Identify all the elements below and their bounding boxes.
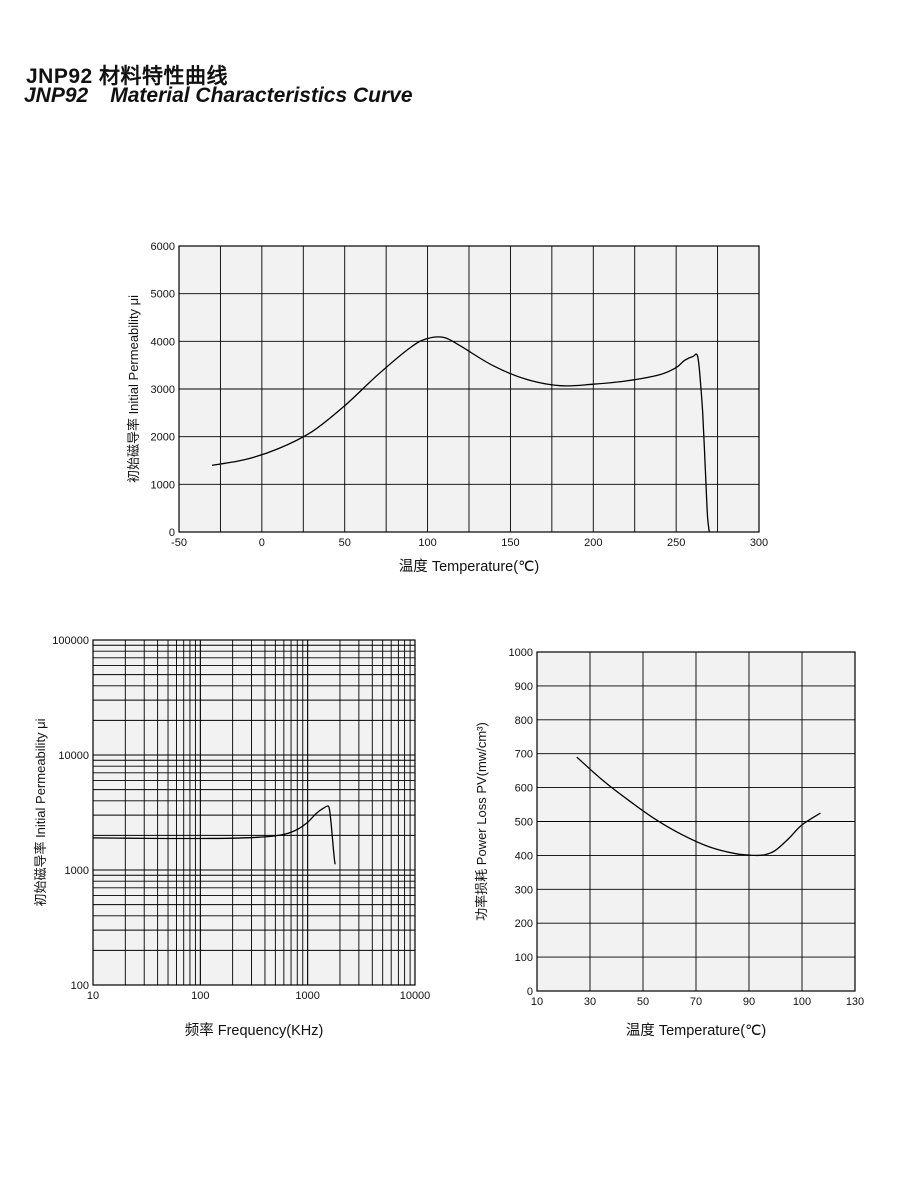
y-tick-label: 1000: [65, 865, 89, 877]
x-axis-title: 温度 Temperature(℃): [399, 558, 539, 575]
x-tick-label: 30: [584, 996, 596, 1008]
page-title-english: JNP92 Material Characteristics Curve: [24, 84, 413, 108]
y-tick-label: 100: [71, 980, 89, 992]
y-axis-title: 初始磁导率 Initial Permeability μi: [33, 718, 48, 906]
title-model-code: JNP92: [24, 84, 89, 107]
x-tick-label: 1000: [295, 990, 319, 1002]
x-axis-title: 频率 Frequency(KHz): [185, 1022, 324, 1039]
x-tick-label: 10000: [400, 990, 431, 1002]
title-english-text: Material Characteristics Curve: [110, 84, 413, 107]
y-axis-title: 功率损耗 Power Loss PV(mw/cm³): [474, 722, 489, 921]
y-tick-label: 900: [515, 681, 533, 693]
x-tick-label: 10: [531, 996, 543, 1008]
x-axis-title: 温度 Temperature(℃): [626, 1022, 766, 1039]
y-tick-label: 2000: [151, 432, 175, 444]
y-tick-label: 6000: [151, 241, 175, 253]
x-tick-label: 50: [339, 537, 351, 549]
plot-frame: [178, 245, 760, 533]
x-tick-label: 0: [259, 537, 265, 549]
data-curve: [576, 756, 821, 857]
x-tick-label: 300: [750, 537, 768, 549]
x-tick-label: 10: [87, 990, 99, 1002]
x-tick-label: 70: [690, 996, 702, 1008]
x-tick-label: 100: [191, 990, 209, 1002]
x-tick-label: 90: [743, 996, 755, 1008]
y-tick-label: 3000: [151, 384, 175, 396]
y-tick-label: 5000: [151, 289, 175, 301]
y-tick-label: 300: [515, 884, 533, 896]
x-tick-label: 150: [501, 537, 519, 549]
y-tick-label: 700: [515, 749, 533, 761]
y-tick-label: 4000: [151, 336, 175, 348]
plot-area: [93, 640, 415, 985]
y-tick-label: 600: [515, 783, 533, 795]
y-tick-label: 1000: [509, 647, 533, 659]
y-tick-label: 400: [515, 850, 533, 862]
x-tick-label: 100: [793, 996, 811, 1008]
y-tick-label: 100000: [52, 635, 89, 647]
data-curve: [92, 805, 336, 865]
y-tick-label: 0: [527, 986, 533, 998]
plot-frame: [92, 639, 416, 986]
y-tick-label: 1000: [151, 479, 175, 491]
plot-frame: [536, 651, 856, 992]
x-tick-label: -50: [171, 537, 187, 549]
x-tick-label: 200: [584, 537, 602, 549]
page-title-chinese: JNP92 材料特性曲线: [26, 65, 229, 88]
y-tick-label: 0: [169, 527, 175, 539]
chart-3: 10 30 50 70 90 100 130 0 100 200 300 400 500 600 700 80…: [474, 647, 864, 1039]
chart-1: -50 0 50 100 150 200 250 3000100020003000400050…: [126, 241, 768, 575]
x-tick-label: 100: [418, 537, 436, 549]
y-tick-label: 200: [515, 918, 533, 930]
x-tick-label: 130: [846, 996, 864, 1008]
y-axis-title: 初始磁导率 Initial Permeability μi: [126, 295, 141, 483]
y-tick-label: 800: [515, 715, 533, 727]
y-tick-label: 10000: [58, 750, 89, 762]
y-tick-label: 500: [515, 817, 533, 829]
y-tick-label: 100: [515, 952, 533, 964]
x-tick-label: 250: [667, 537, 685, 549]
data-curve: [211, 336, 710, 533]
x-tick-label: 50: [637, 996, 649, 1008]
